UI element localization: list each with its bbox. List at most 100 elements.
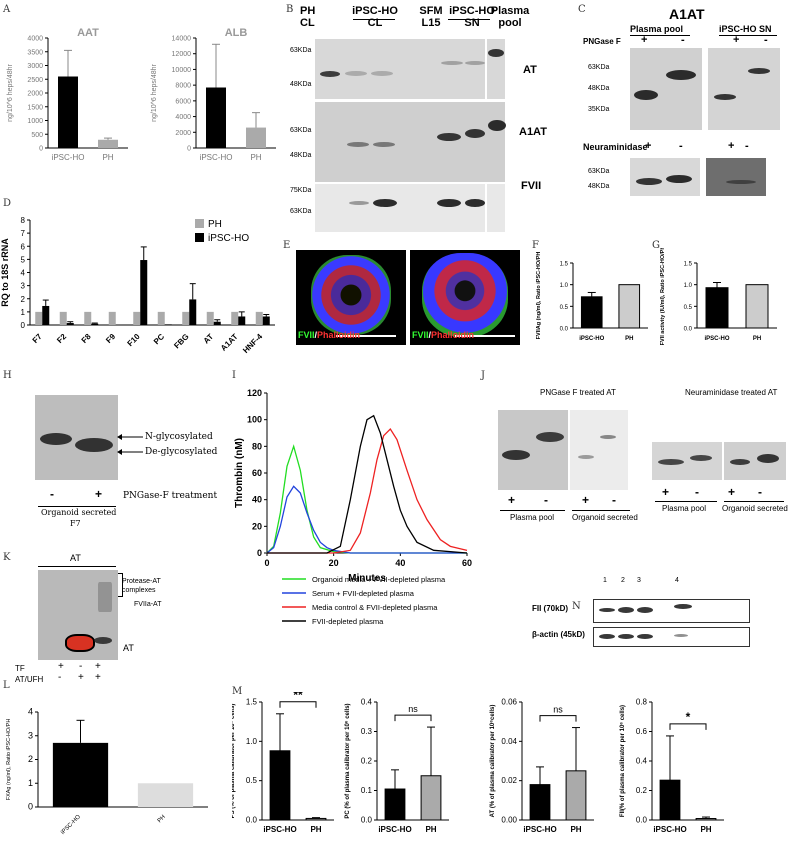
bar bbox=[66, 323, 74, 325]
y-tick-label: 0.0 bbox=[560, 327, 569, 333]
y-axis-label: PC (% of plasma calibrator per 10⁶ cells… bbox=[345, 703, 351, 818]
x-tick-label: PH bbox=[157, 814, 167, 824]
y-tick-label: 2500 bbox=[27, 77, 43, 84]
y-tick-label: 60 bbox=[252, 468, 262, 478]
pngase-label: PNGase F bbox=[583, 37, 621, 46]
y-tick-label: 3 bbox=[21, 282, 26, 291]
bar bbox=[269, 750, 291, 821]
x-tick-label: PH bbox=[753, 336, 761, 342]
marker-75kda: 75KDa bbox=[290, 187, 312, 194]
y-tick-label: 1.5 bbox=[684, 262, 693, 268]
c-pngase-blot-2 bbox=[708, 48, 780, 130]
y-tick-label: 4 bbox=[28, 707, 33, 717]
bar bbox=[91, 323, 99, 325]
bar bbox=[182, 311, 190, 325]
bar bbox=[238, 316, 246, 325]
bar bbox=[529, 784, 551, 821]
y-axis-label: AT (% of plasma calibrator per 10⁶cells) bbox=[490, 705, 496, 818]
x-tick-label: A1AT bbox=[219, 332, 240, 353]
panel-letter-h: H bbox=[3, 370, 12, 381]
panel-l-chart: 0 1 2 3 4 iPSC-HO PH FXAg (ng/ml), Ratio iPSC-H… bbox=[6, 707, 208, 836]
c-neur-blot-1 bbox=[630, 158, 700, 196]
lane-3-label: SFM L15 bbox=[419, 5, 443, 29]
y-tick-label: 5 bbox=[21, 255, 26, 264]
y-tick-label: 3000 bbox=[27, 63, 43, 70]
y-tick-label: 0.2 bbox=[636, 786, 648, 795]
bar bbox=[84, 311, 92, 325]
panel-letter-k: K bbox=[3, 552, 11, 563]
y-tick-label: 80 bbox=[252, 441, 262, 451]
x-tick-label: AT bbox=[202, 332, 216, 346]
bar bbox=[618, 284, 641, 329]
panel-letter-n: N bbox=[572, 601, 581, 612]
alb-chart: 0 2000 4000 6000 8000 10000 12000 14000 iPSC-HO P… bbox=[151, 27, 276, 162]
x-tick-label: 20 bbox=[329, 558, 339, 568]
fvii-blot-label: FVII bbox=[521, 180, 542, 192]
at-blot bbox=[315, 39, 505, 99]
lane-2-label: iPSC-HO CL bbox=[352, 5, 398, 29]
n-fii-label: FII (70kD) bbox=[532, 604, 569, 613]
y-tick-label: 1.5 bbox=[246, 698, 258, 707]
y-tick-label: 120 bbox=[247, 388, 262, 398]
marker-48kda: 48KDa bbox=[290, 81, 312, 88]
panel-letter-j: J bbox=[481, 370, 486, 381]
y-tick-label: 0.4 bbox=[361, 698, 373, 707]
j-blot-4 bbox=[724, 442, 786, 480]
y-tick-label: 500 bbox=[31, 132, 43, 139]
y-tick-label: 0.6 bbox=[636, 727, 648, 736]
panel-n: 1 2 3 4 bbox=[580, 575, 780, 650]
x-tick-label: 40 bbox=[395, 558, 405, 568]
x-tick-label: PH bbox=[310, 825, 321, 834]
x-tick-label: F2 bbox=[55, 332, 68, 345]
y-tick-label: 0 bbox=[187, 146, 191, 153]
y-tick-label: 0.5 bbox=[560, 305, 569, 311]
y-tick-label: 1000 bbox=[27, 118, 43, 125]
bar bbox=[58, 76, 78, 148]
x-tick-label: PH bbox=[102, 153, 113, 162]
x-tick-label: PH bbox=[425, 825, 436, 834]
j-blot-3 bbox=[652, 442, 722, 480]
bar bbox=[206, 311, 214, 325]
chart-group: 0.0 0.2 0.4 0.6 0.8 iPSC-HO PH FII(% of plasma … bbox=[620, 698, 724, 834]
y-tick-label: 1500 bbox=[27, 104, 43, 111]
pngase-f-treatment-label: PNGase-F treatment bbox=[123, 491, 218, 501]
significance-bracket bbox=[279, 701, 317, 708]
y-axis-label: FVIIAg (ng/ml), Ratio iPSC-HO/PH bbox=[536, 252, 542, 340]
aat-chart: 0 500 1000 1500 2000 2500 3000 3500 4000 iPSC-HO P… bbox=[7, 27, 128, 162]
y-tick-label: 3 bbox=[28, 730, 33, 740]
x-tick-label: F9 bbox=[104, 332, 117, 345]
y-axis-label: ng/10^6 heps/48hr bbox=[151, 63, 158, 121]
panel-letter-i: I bbox=[232, 370, 236, 381]
j-blot-1 bbox=[498, 410, 568, 490]
lane-5-label: Plasma pool bbox=[490, 5, 530, 29]
j-plasma-pool-1: Plasma pool bbox=[510, 513, 555, 522]
marker-48kda-2: 48KDa bbox=[290, 152, 312, 159]
y-tick-label: 1.0 bbox=[560, 283, 569, 289]
legend-label: PH bbox=[208, 219, 222, 230]
x-tick-label: iPSC-HO bbox=[523, 825, 556, 834]
x-tick-label: F10 bbox=[126, 332, 143, 349]
y-axis-label: ng/10^6 heps/48hr bbox=[7, 63, 14, 121]
panel-f-chart: 0.0 0.5 1.0 1.5 iPSC-HO PH FVIIAg (ng/ml), Rat… bbox=[536, 252, 648, 342]
bar bbox=[255, 311, 263, 325]
y-tick-label: 0.1 bbox=[361, 786, 373, 795]
marker-63kda-2: 63KDa bbox=[290, 127, 312, 134]
panel-m-charts: 0.0 0.5 1.0 1.5 iPSC-HO PH PS (% of plasma cal… bbox=[232, 692, 724, 834]
y-tick-label: 0.4 bbox=[636, 757, 648, 766]
lane-4-label: iPSC-HO SN bbox=[449, 5, 495, 29]
a1at-blot bbox=[315, 102, 506, 182]
y-tick-label: 100 bbox=[247, 415, 262, 425]
chart-group: 0.00 0.02 0.04 0.06 iPSC-HO PH AT (% of plasma… bbox=[490, 698, 594, 834]
x-tick-label: PH bbox=[570, 825, 581, 834]
ipsc-sn-header: iPSC-HO SN bbox=[719, 24, 772, 34]
panel-b-lane-headers: PH CL iPSC-HO CL SFM L15 iPSC-HO SN Plasma po… bbox=[300, 5, 529, 45]
plasma-pool-header: Plasma pool bbox=[630, 24, 684, 34]
y-tick-label: 0.5 bbox=[246, 776, 258, 785]
a1at-blot-label: A1AT bbox=[519, 126, 547, 138]
panel-letter-g: G bbox=[652, 240, 660, 251]
bar bbox=[745, 284, 769, 329]
y-tick-label: 0.0 bbox=[636, 816, 648, 825]
j-title-pngase: PNGase F treated AT bbox=[540, 388, 616, 397]
y-tick-label: 0 bbox=[257, 548, 262, 558]
x-tick-label: F8 bbox=[80, 332, 93, 345]
